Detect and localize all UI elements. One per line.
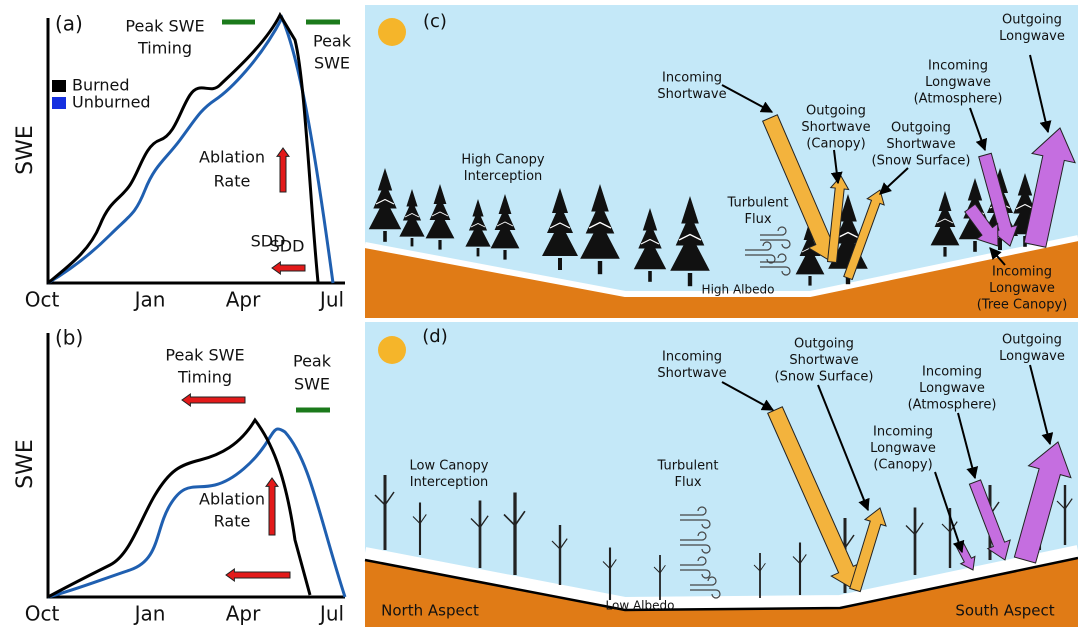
label: Apr: [226, 288, 261, 312]
label: High Canopy: [461, 153, 544, 168]
label: Outgoing: [891, 121, 951, 136]
label: Shortwave: [801, 120, 870, 135]
label: Longwave: [999, 349, 1065, 364]
label: Unburned: [72, 93, 151, 112]
label: Longwave: [989, 281, 1055, 296]
label: Shortwave: [789, 353, 858, 368]
label: Low Albedo: [606, 599, 675, 613]
label: Longwave: [870, 441, 936, 456]
label: (b): [55, 326, 83, 350]
label: Interception: [410, 475, 489, 490]
label: SWE: [294, 375, 330, 394]
label: (a): [55, 12, 83, 36]
label: North Aspect: [381, 602, 479, 620]
label: Turbulent: [727, 196, 789, 211]
label: Shortwave: [886, 137, 955, 152]
label: Incoming: [662, 350, 722, 365]
label: (Snow Surface): [872, 154, 971, 169]
label: Peak SWE: [125, 17, 204, 36]
label: Flux: [674, 475, 701, 490]
unburned-curve: [48, 429, 345, 597]
label: (Canopy): [873, 458, 932, 473]
label: (d): [422, 326, 447, 347]
label: (Atmosphere): [908, 398, 997, 413]
label: Longwave: [999, 29, 1065, 44]
label: SWE: [13, 439, 38, 489]
label: Incoming: [873, 425, 933, 440]
figure: (a) SWE Oct Jan Apr Jul SDD (b) SWE Oct Jan Apr Jul S…: [0, 0, 1078, 627]
label: Interception: [464, 169, 543, 184]
label: Jan: [133, 602, 166, 626]
label: (Canopy): [806, 137, 865, 152]
label: Longwave: [925, 75, 991, 90]
label: Turbulent: [657, 459, 719, 474]
legend-swatch: [52, 97, 66, 109]
label: Incoming: [662, 71, 722, 86]
label: Jan: [133, 288, 166, 312]
label: Peak SWE: [165, 346, 244, 365]
label: (c): [423, 11, 447, 32]
label: Flux: [744, 212, 771, 227]
label: Timing: [137, 39, 192, 58]
red-arrow: [277, 148, 289, 192]
label: Oct: [25, 602, 60, 626]
label: (Snow Surface): [775, 370, 874, 385]
label: Timing: [177, 368, 232, 387]
red-arrow: [266, 478, 278, 535]
label: Incoming: [928, 59, 988, 74]
label: Longwave: [919, 381, 985, 396]
label: Apr: [226, 602, 261, 626]
legend-swatch: [52, 80, 66, 92]
label: Ablation: [199, 148, 265, 167]
red-arrow: [226, 569, 290, 581]
label: Incoming: [922, 365, 982, 380]
label: Shortwave: [657, 366, 726, 381]
label: Oct: [25, 288, 60, 312]
label: Jul: [318, 288, 344, 312]
label: Peak: [293, 352, 332, 371]
label: SWE: [314, 54, 350, 73]
label: Low Canopy: [410, 459, 489, 474]
label: SWE: [13, 125, 38, 175]
label: High Albedo: [702, 283, 775, 297]
red-arrow: [182, 394, 245, 406]
label: Outgoing: [1002, 13, 1062, 28]
label: Incoming: [992, 265, 1052, 280]
label: Jul: [318, 602, 344, 626]
label: Rate: [214, 172, 251, 191]
label: Rate: [214, 512, 251, 531]
label: SDD: [251, 232, 286, 251]
label: (Atmosphere): [914, 92, 1003, 107]
label: Outgoing: [1002, 333, 1062, 348]
label: Peak: [313, 32, 352, 51]
red-arrow: [272, 262, 305, 274]
label: Outgoing: [794, 337, 854, 352]
label: Shortwave: [657, 87, 726, 102]
label: (Tree Canopy): [977, 298, 1068, 313]
label: Ablation: [199, 490, 265, 509]
label: South Aspect: [955, 602, 1054, 620]
label: Outgoing: [806, 104, 866, 119]
